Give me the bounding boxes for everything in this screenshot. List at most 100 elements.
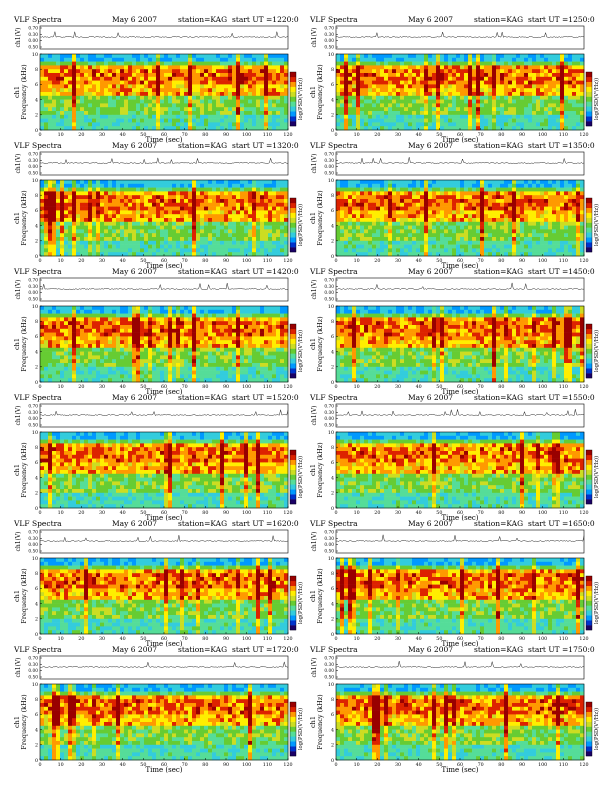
spectrogram-cell — [232, 183, 237, 188]
spectrogram-cell — [136, 80, 141, 85]
spectrogram-cell — [204, 233, 209, 238]
spectrogram-cell — [568, 180, 573, 185]
spectrogram-cell — [68, 88, 73, 93]
spectrogram-cell — [168, 111, 173, 116]
spectrogram-cell — [404, 218, 409, 223]
spectrogram-cell — [40, 214, 45, 219]
spectrogram-cell — [96, 122, 101, 127]
spectrogram-cell — [384, 107, 389, 112]
spectrogram-cell — [248, 61, 253, 66]
spectrogram-cell — [440, 195, 445, 200]
spectrogram-cell — [460, 214, 465, 219]
spectrogram-cell — [520, 195, 525, 200]
spectrogram-cell — [512, 111, 517, 116]
spectrogram-cell — [176, 54, 181, 59]
spectrogram-cell — [212, 118, 217, 123]
spectrogram-cell — [156, 206, 161, 211]
spectrogram-cell — [108, 65, 113, 70]
spectrogram-cell — [176, 118, 181, 123]
spectrogram-cell — [436, 233, 441, 238]
spectrogram-cell — [364, 180, 369, 185]
spectrogram-cell — [464, 221, 469, 226]
spectrogram-cell — [72, 57, 77, 62]
spectrogram-cell — [336, 84, 341, 89]
spectrogram-cell — [188, 221, 193, 226]
spectrogram-cell — [580, 233, 585, 238]
spectrogram-cell — [104, 233, 109, 238]
spectrogram-cell — [188, 183, 193, 188]
spectrogram-cell — [388, 210, 393, 215]
spectrogram-cell — [432, 107, 437, 112]
spectrogram-cell — [228, 61, 233, 66]
spectrogram-cell — [484, 111, 489, 116]
spectrogram-cell — [552, 199, 557, 204]
spectrogram-cell — [80, 233, 85, 238]
spectrogram-cell — [364, 107, 369, 112]
spectrogram-cell — [568, 107, 573, 112]
spectrogram-cell — [356, 88, 361, 93]
spectrogram-cell — [420, 199, 425, 204]
spectrogram-cell — [204, 244, 209, 249]
spectrogram-cell — [184, 57, 189, 62]
spectrogram-cell — [544, 54, 549, 59]
spectrogram-cell — [192, 225, 197, 230]
spectrogram-cell — [484, 73, 489, 78]
spectrogram-cell — [148, 76, 153, 81]
spectrogram-cell — [192, 218, 197, 223]
spectrogram-cell — [456, 95, 461, 100]
spectrogram-cell — [520, 118, 525, 123]
spectrogram-cell — [372, 95, 377, 100]
spectrogram-cell — [504, 111, 509, 116]
spectrogram-cell — [252, 199, 257, 204]
spectrogram-cell — [364, 69, 369, 74]
spectrogram-cell — [580, 214, 585, 219]
spectrogram-cell — [44, 240, 49, 245]
spectrogram-cell — [184, 95, 189, 100]
spectrogram-cell — [196, 118, 201, 123]
spectrogram-cell — [144, 92, 149, 97]
spectrogram-cell — [156, 103, 161, 108]
spectrogram-cell — [104, 199, 109, 204]
spectrogram-cell — [92, 111, 97, 116]
spectrogram-cell — [580, 107, 585, 112]
spectrogram-cell — [52, 240, 57, 245]
spectrogram-cell — [372, 76, 377, 81]
spectrogram-cell — [468, 240, 473, 245]
spectrogram-cell — [168, 118, 173, 123]
spectrogram-cell — [556, 195, 561, 200]
spectrogram-cell — [564, 95, 569, 100]
colorbar-segment — [290, 207, 296, 213]
spectrogram-cell — [140, 252, 145, 257]
spectrogram-cell — [344, 95, 349, 100]
spectrogram-cell — [436, 95, 441, 100]
spectrogram-cell — [68, 206, 73, 211]
spectrogram-cell — [204, 206, 209, 211]
spectrogram-cell — [52, 103, 57, 108]
panel-title: VLF Spectra — [309, 141, 358, 150]
spectrogram-cell — [364, 225, 369, 230]
spectrogram-cell — [440, 237, 445, 242]
spectrogram-cell — [556, 126, 561, 131]
spectrogram-cell — [444, 122, 449, 127]
spectrogram-cell — [240, 187, 245, 192]
spectrogram-cell — [196, 57, 201, 62]
spectrogram-cell — [492, 210, 497, 215]
spectrogram-cell — [472, 233, 477, 238]
spectrogram-cell — [84, 191, 89, 196]
spectrogram-cell — [248, 210, 253, 215]
spectrogram-cell — [236, 76, 241, 81]
spectrogram-cell — [136, 187, 141, 192]
spectrogram-cell — [192, 118, 197, 123]
spectrogram-cell — [416, 180, 421, 185]
spectrogram-cell — [568, 92, 573, 97]
spectrogram-cell — [344, 114, 349, 119]
spectrogram-cell — [196, 95, 201, 100]
spectrogram-cell — [364, 206, 369, 211]
spectrogram-cell — [152, 80, 157, 85]
spectrogram-cell — [476, 122, 481, 127]
spectrogram-cell — [44, 248, 49, 253]
spectrogram-cell — [344, 225, 349, 230]
spectrogram-cell — [56, 73, 61, 78]
spectrogram-cell — [384, 206, 389, 211]
spectrogram-cell — [164, 103, 169, 108]
